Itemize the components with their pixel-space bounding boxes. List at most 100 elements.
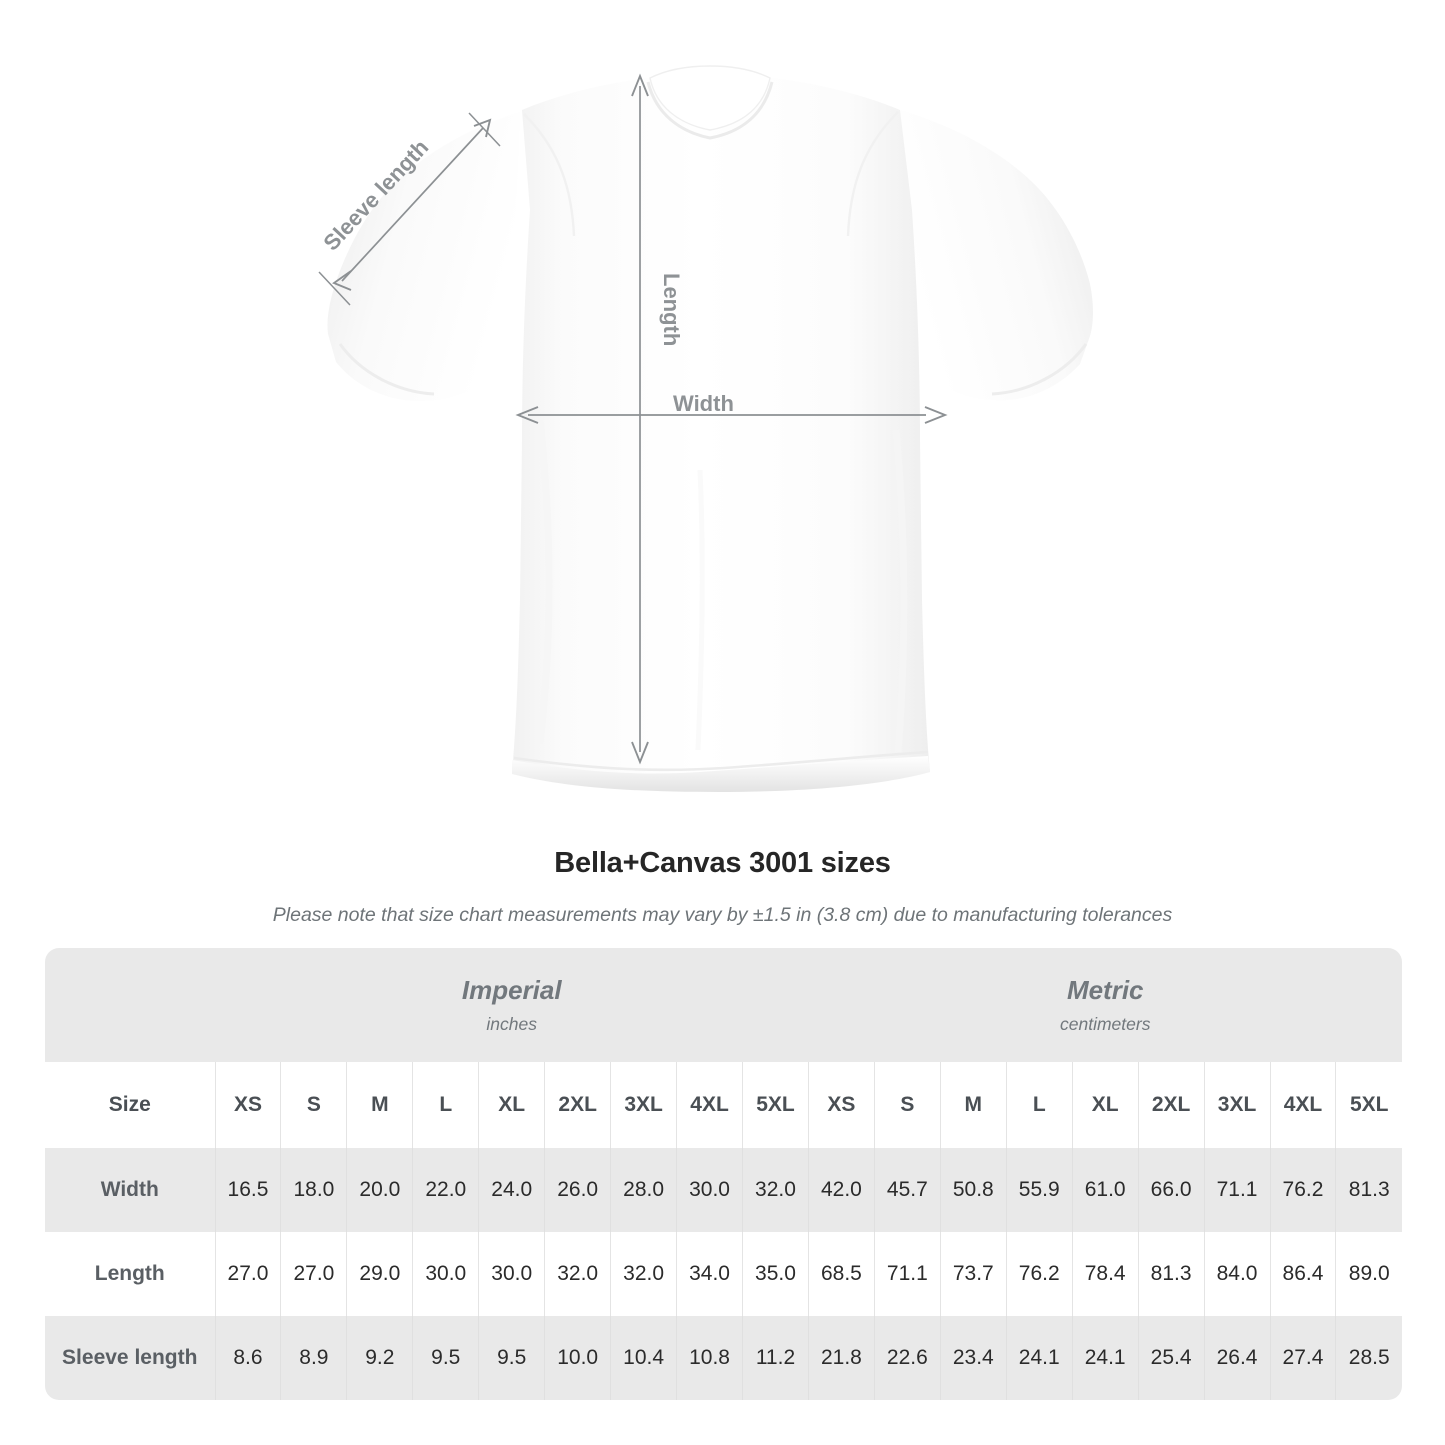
unit-group-unit: inches [486, 1014, 538, 1034]
measurement-cell: 66.0 [1137, 1148, 1205, 1232]
measurement-cell: 26.0 [544, 1148, 611, 1232]
measurement-cell: 35.0 [742, 1232, 809, 1316]
size-column-header: 5XL [742, 1062, 809, 1148]
measurement-cell: 9.2 [346, 1316, 413, 1400]
measurement-cell: 23.4 [939, 1316, 1007, 1400]
unit-group-unit: centimeters [1060, 1014, 1151, 1034]
measurement-row-label: Length [45, 1232, 215, 1316]
measurement-cell: 89.0 [1335, 1232, 1402, 1316]
measurement-cell: 86.4 [1269, 1232, 1336, 1316]
size-column-header: L [412, 1062, 479, 1148]
width-measure-annotation: Width [515, 391, 948, 424]
unit-group-imperial: Imperial inches [215, 948, 809, 1062]
tshirt-illustration: Length Width Sleeve length [318, 65, 1093, 792]
size-column-header: XL [1071, 1062, 1139, 1148]
table-row: Width 16.5 18.0 20.0 22.0 24.0 26.0 28.0 30.0 32.… [45, 1148, 1402, 1232]
measurement-cell: 78.4 [1071, 1232, 1139, 1316]
measurement-cell: 84.0 [1203, 1232, 1271, 1316]
size-column-header: XS [214, 1062, 281, 1148]
right-sleeve [900, 110, 1093, 401]
measurement-cell: 24.0 [478, 1148, 545, 1232]
measurement-cell: 24.1 [1005, 1316, 1073, 1400]
length-arrow-head-bottom [631, 741, 649, 765]
measurement-cell: 61.0 [1071, 1148, 1139, 1232]
size-column-header: M [346, 1062, 413, 1148]
measurement-cell: 8.9 [280, 1316, 347, 1400]
size-column-header: 2XL [544, 1062, 611, 1148]
size-column-header: 4XL [1269, 1062, 1336, 1148]
bottom-hem [512, 756, 930, 792]
title-block: Bella+Canvas 3001 sizes Please note that… [0, 845, 1445, 928]
measurement-cell: 45.7 [873, 1148, 941, 1232]
size-column-header: 4XL [676, 1062, 743, 1148]
measurement-cell: 9.5 [478, 1316, 545, 1400]
right-shoulder-seam [846, 111, 899, 237]
size-column-header: L [1005, 1062, 1073, 1148]
measurement-cell: 27.4 [1269, 1316, 1336, 1400]
measurement-cell: 29.0 [346, 1232, 413, 1316]
measurement-cell: 11.2 [742, 1316, 809, 1400]
measurement-cell: 76.2 [1269, 1148, 1336, 1232]
measurement-cell: 8.6 [214, 1316, 281, 1400]
left-sleeve [327, 112, 520, 402]
length-label: Length [659, 273, 684, 346]
width-arrow-head-left [515, 406, 539, 424]
measurement-cell: 81.3 [1137, 1232, 1205, 1316]
measurement-cell: 28.0 [610, 1148, 677, 1232]
shirt-body [512, 78, 930, 790]
measurement-cell: 34.0 [676, 1232, 743, 1316]
size-column-header: 3XL [1203, 1062, 1271, 1148]
width-arrow-head-right [924, 406, 948, 424]
unit-banner-spacer [45, 948, 215, 1062]
measurement-cell: 24.1 [1071, 1316, 1139, 1400]
right-sleeve-hem [991, 343, 1088, 396]
fold-center [695, 469, 705, 751]
size-column-header: S [280, 1062, 347, 1148]
hem-stitch [513, 750, 929, 772]
measurement-cell: 22.6 [873, 1316, 941, 1400]
measurement-cell: 81.3 [1335, 1148, 1402, 1232]
size-header-label: Size [45, 1062, 215, 1148]
collar [649, 65, 771, 131]
measurement-cell: 73.7 [939, 1232, 1007, 1316]
measurement-cell: 26.4 [1203, 1316, 1271, 1400]
measurement-cell: 30.0 [412, 1232, 479, 1316]
table-row: Sleeve length 8.6 8.9 9.2 9.5 9.5 10.0 10.4 10.8… [45, 1316, 1402, 1400]
measurement-cell: 21.8 [807, 1316, 875, 1400]
measurement-row-label: Width [45, 1148, 215, 1232]
sleeve-tick-top [468, 112, 501, 147]
size-column-header: S [873, 1062, 941, 1148]
unit-group-name: Imperial [461, 975, 562, 1005]
measurement-cell: 10.0 [544, 1316, 611, 1400]
measurement-cell: 22.0 [412, 1148, 479, 1232]
page-title: Bella+Canvas 3001 sizes [554, 847, 891, 879]
tshirt-graphic [327, 65, 1093, 792]
tolerance-note: Please note that size chart measurements… [272, 904, 1173, 926]
size-column-header: XL [478, 1062, 545, 1148]
measurement-cell: 9.5 [412, 1316, 479, 1400]
fold-right [892, 429, 908, 753]
measurement-cell: 10.8 [676, 1316, 743, 1400]
width-label: Width [673, 391, 734, 416]
measurement-cell: 42.0 [807, 1148, 875, 1232]
measurement-cell: 20.0 [346, 1148, 413, 1232]
measurement-cell: 25.4 [1137, 1316, 1205, 1400]
unit-group-name: Metric [1066, 975, 1144, 1005]
length-arrow-head-top [631, 73, 649, 97]
measurement-cell: 32.0 [742, 1148, 809, 1232]
size-column-header: XS [807, 1062, 875, 1148]
measurement-cell: 32.0 [610, 1232, 677, 1316]
measurement-cell: 16.5 [214, 1148, 281, 1232]
left-sleeve-hem [338, 343, 435, 396]
fold-left [536, 419, 553, 745]
measurement-cell: 50.8 [939, 1148, 1007, 1232]
measurement-cell: 10.4 [610, 1316, 677, 1400]
measurement-cell: 68.5 [807, 1232, 875, 1316]
size-chart-table: Imperial inches Metric centimeters Size XS S M L… [45, 948, 1402, 1400]
size-column-header: 2XL [1137, 1062, 1205, 1148]
measurement-cell: 71.1 [1203, 1148, 1271, 1232]
measurement-row-label: Sleeve length [45, 1316, 215, 1400]
measurement-cell: 55.9 [1005, 1148, 1073, 1232]
measurement-cell: 30.0 [676, 1148, 743, 1232]
measurement-cell: 30.0 [478, 1232, 545, 1316]
